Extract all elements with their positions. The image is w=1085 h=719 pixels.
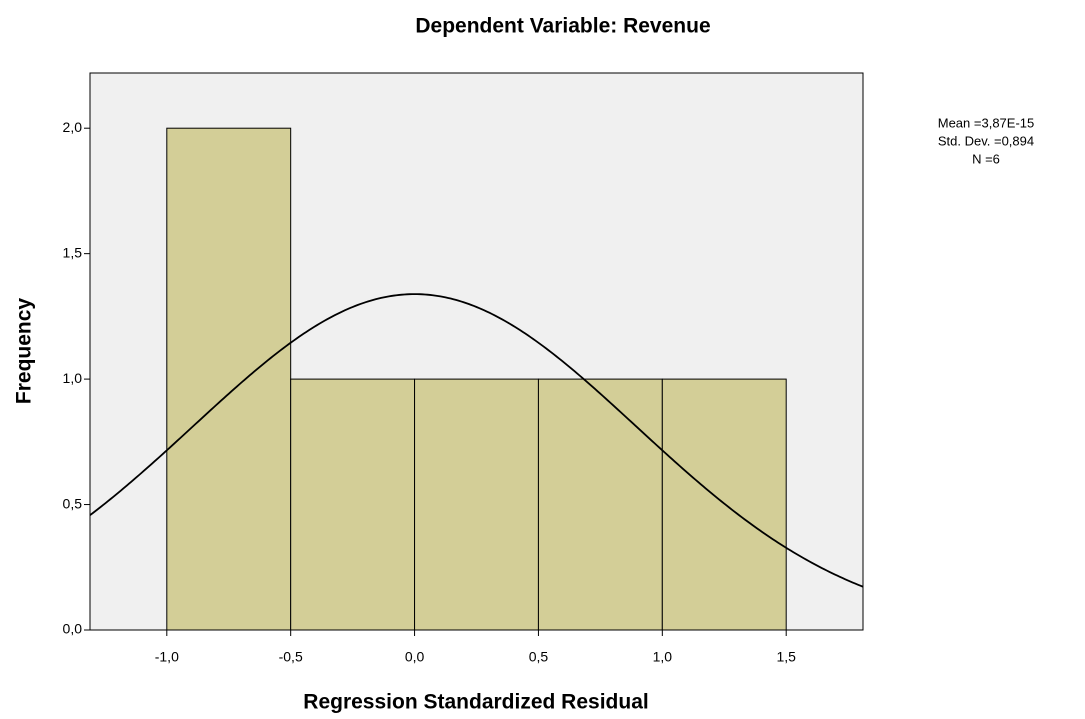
stat-label: N =6: [972, 151, 1000, 166]
bar: [537, 378, 663, 631]
chart-title: Dependent Variable: Revenue: [415, 15, 710, 38]
bar: [414, 378, 539, 631]
bar: [290, 378, 416, 631]
y-axis-label: Frequency: [13, 298, 36, 405]
stat-label: Std. Dev. =0,894: [938, 133, 1034, 148]
y-tick-label: 1,5: [63, 244, 83, 260]
x-axis-label: Regression Standardized Residual: [303, 691, 648, 714]
x-tick-label: 1,0: [653, 649, 673, 665]
y-tick-label: 2,0: [63, 119, 83, 135]
y-tick-label: 0,0: [63, 621, 83, 637]
y-tick-label: 1,0: [63, 370, 83, 386]
x-tick-label: -1,0: [155, 649, 179, 665]
stat-label: Mean =3,87E-15: [938, 115, 1034, 130]
bar: [166, 127, 292, 631]
x-tick-label: -0,5: [279, 649, 303, 665]
x-tick-label: 0,0: [405, 649, 425, 665]
x-tick-label: 0,5: [529, 649, 549, 665]
normal-curve: [89, 293, 864, 588]
y-tick-label: 0,5: [63, 495, 83, 511]
x-tick-label: 1,5: [776, 649, 796, 665]
